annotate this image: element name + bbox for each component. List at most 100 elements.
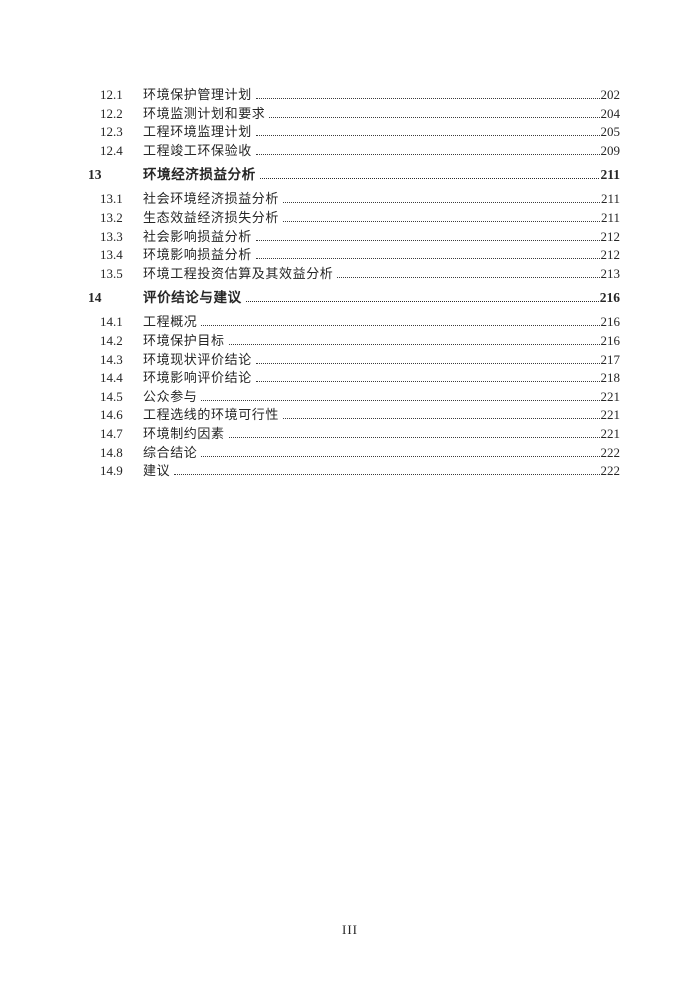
- toc-entry-page: 211: [600, 209, 620, 225]
- toc-leader-dots: [201, 455, 600, 457]
- toc-leader-dots: [228, 343, 600, 345]
- toc-entry-title: 建议: [143, 463, 171, 479]
- toc-entry-number: 13.1: [100, 191, 123, 207]
- toc-entry-title: 生态效益经济损失分析: [143, 209, 280, 225]
- toc-leader-dots: [228, 436, 600, 438]
- toc-leader-dots: [255, 381, 600, 383]
- toc-entry: 12.2 环境监测计划和要求 204: [88, 105, 620, 124]
- toc-leader-dots: [174, 474, 600, 476]
- toc-entry-page: 222: [600, 463, 621, 479]
- toc-entry: 14.5 公众参与 221: [88, 388, 620, 407]
- toc-leader-dots: [255, 98, 600, 99]
- toc-entry-page: 222: [600, 444, 621, 460]
- toc-entry-title: 环境影响评价结论: [143, 370, 252, 386]
- toc-entry-number: 12.2: [100, 105, 123, 121]
- toc-entry: 14.7 环境制约因素 221: [88, 425, 620, 444]
- toc-entry-title: 评价结论与建议: [143, 290, 242, 306]
- toc-leader-dots: [255, 362, 600, 364]
- toc-entry-number: 14.3: [100, 351, 123, 367]
- toc-leader-dots: [255, 239, 600, 241]
- toc-leader-dots: [255, 153, 600, 155]
- toc-entry-number: 14.2: [100, 332, 123, 348]
- toc-entry-title: 工程概况: [143, 314, 198, 330]
- toc-entry: 14.8 综合结论 222: [88, 444, 620, 463]
- toc-entry: 14.9 建议 222: [88, 462, 620, 481]
- toc-entry-page: 212: [600, 228, 621, 244]
- toc-entry-title: 社会环境经济损益分析: [143, 191, 280, 207]
- toc-entry-number: 13.5: [100, 265, 123, 281]
- toc-entry-page: 211: [600, 167, 620, 183]
- toc-entry: 12.3 工程环境监理计划 205: [88, 123, 620, 142]
- toc-entry-title: 环境工程投资估算及其效益分析: [143, 265, 334, 281]
- toc-entry: 14.1 工程概况 216: [88, 313, 620, 332]
- toc-entry-number: 13.4: [100, 247, 123, 263]
- toc-entry-number: 12.3: [100, 124, 123, 140]
- toc-entry-title: 环境影响损益分析: [143, 247, 252, 263]
- toc-entry-page: 209: [600, 142, 621, 158]
- toc-leader-dots: [255, 135, 600, 137]
- toc-entry: 13.4 环境影响损益分析 212: [88, 246, 620, 265]
- toc-entry-title: 公众参与: [143, 388, 198, 404]
- toc-leader-dots: [201, 399, 600, 401]
- toc-leader-dots: [283, 418, 600, 420]
- toc-leader-dots: [337, 276, 600, 278]
- toc-entry-number: 14.1: [100, 314, 123, 330]
- toc-entry-number: 14.9: [100, 463, 123, 479]
- toc-leader-dots: [201, 325, 600, 327]
- toc-entry-page: 202: [600, 87, 621, 102]
- toc-entry-page: 213: [600, 265, 621, 281]
- toc-entry: 14.2 环境保护目标 216: [88, 332, 620, 351]
- toc-entry-number: 13: [88, 167, 102, 183]
- toc-entry-number: 14.4: [100, 370, 123, 386]
- table-of-contents: 12.1 环境保护管理计划 202 12.2 环境监测计划和要求 204 12.…: [88, 86, 620, 481]
- toc-entry-page: 204: [600, 105, 621, 121]
- toc-entry-number: 12.4: [100, 142, 123, 158]
- toc-entry-title: 环境保护管理计划: [143, 87, 252, 102]
- toc-entry-number: 14: [88, 290, 102, 306]
- toc-entry-title: 综合结论: [143, 444, 198, 460]
- toc-leader-dots: [269, 116, 600, 118]
- toc-entry: 12.1 环境保护管理计划 202: [88, 86, 620, 105]
- toc-entry-number: 13.2: [100, 209, 123, 225]
- toc-leader-dots: [283, 202, 600, 204]
- page-number-footer: III: [342, 922, 358, 937]
- toc-entry-page: 216: [600, 332, 621, 348]
- toc-entry-number: 14.5: [100, 388, 123, 404]
- toc-entry-page: 211: [600, 191, 620, 207]
- toc-leader-dots: [255, 258, 600, 260]
- toc-entry-title: 工程环境监理计划: [143, 124, 252, 140]
- toc-entry: 13.3 社会影响损益分析 212: [88, 228, 620, 247]
- toc-entry-number: 13.3: [100, 228, 123, 244]
- toc-entry-number: 12.1: [100, 87, 123, 102]
- toc-entry-number: 14.6: [100, 407, 123, 423]
- toc-entry-page: 212: [600, 247, 621, 263]
- toc-entry-number: 14.7: [100, 425, 123, 441]
- toc-entry-page: 217: [600, 351, 621, 367]
- toc-entry: 14.3 环境现状评价结论 217: [88, 351, 620, 370]
- toc-entry: 13.5 环境工程投资估算及其效益分析 213: [88, 265, 620, 284]
- toc-entry-number: 14.8: [100, 444, 123, 460]
- toc-entry-title: 环境现状评价结论: [143, 351, 252, 367]
- toc-entry-page: 221: [600, 407, 621, 423]
- toc-entry-title: 工程选线的环境可行性: [143, 407, 280, 423]
- toc-entry-page: 218: [600, 370, 621, 386]
- toc-leader-dots: [245, 301, 599, 303]
- toc-chapter-entry: 13 环境经济损益分析 211: [88, 165, 620, 185]
- toc-entry-title: 工程竣工环保验收: [143, 142, 252, 158]
- toc-entry-title: 环境经济损益分析: [143, 167, 256, 183]
- toc-chapter-entry: 14 评价结论与建议 216: [88, 288, 620, 308]
- toc-entry-page: 216: [600, 314, 621, 330]
- toc-entry: 12.4 工程竣工环保验收 209: [88, 142, 620, 161]
- toc-entry-title: 环境保护目标: [143, 332, 225, 348]
- toc-entry-page: 221: [600, 425, 621, 441]
- toc-entry-title: 环境监测计划和要求: [143, 105, 266, 121]
- toc-entry-page: 205: [600, 124, 621, 140]
- toc-leader-dots: [283, 220, 600, 222]
- toc-leader-dots: [259, 178, 600, 180]
- toc-entry-title: 社会影响损益分析: [143, 228, 252, 244]
- toc-entry: 14.4 环境影响评价结论 218: [88, 369, 620, 388]
- toc-entry-title: 环境制约因素: [143, 425, 225, 441]
- toc-entry-page: 221: [600, 388, 621, 404]
- toc-entry: 14.6 工程选线的环境可行性 221: [88, 406, 620, 425]
